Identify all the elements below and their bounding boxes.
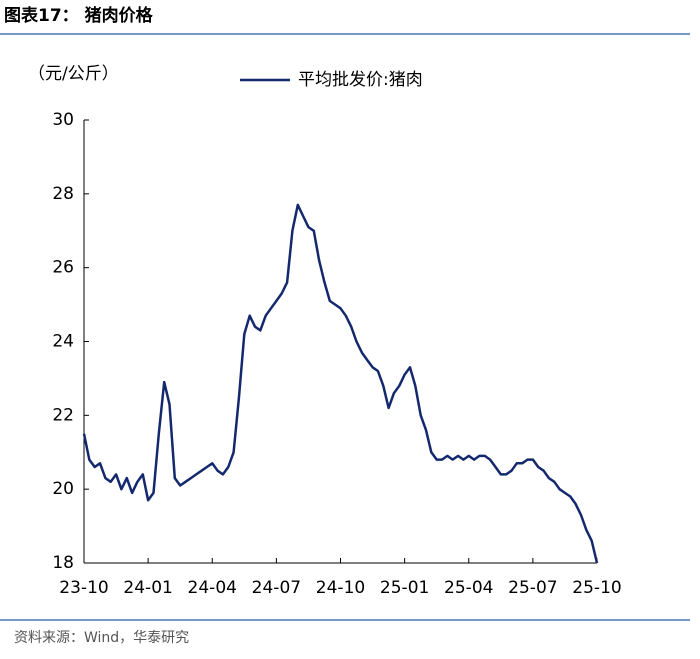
y-tick-label: 26 [52, 258, 74, 278]
x-tick-label: 25-01 [380, 578, 429, 598]
source: 资料来源：Wind，华泰研究 [14, 630, 189, 646]
series-line [82, 203, 599, 564]
legend-label: 平均批发价:猪肉 [298, 70, 423, 90]
x-tick-label: 25-10 [572, 578, 621, 598]
x-tick-label: 24-04 [188, 578, 237, 598]
x-tick-label: 25-04 [444, 578, 493, 598]
x-tick-label: 25-07 [508, 578, 557, 598]
y-tick-label: 28 [52, 184, 74, 204]
x-tick-label: 24-10 [316, 578, 365, 598]
page-title: 图表17： 猪肉价格 [4, 5, 154, 26]
y-tick-label: 30 [52, 110, 74, 130]
x-tick-label: 24-07 [252, 578, 301, 598]
y-tick-label: 22 [52, 405, 74, 425]
y-tick-label: 20 [52, 479, 74, 499]
y-tick-label: 24 [52, 332, 74, 352]
x-tick-label: 23-10 [59, 578, 108, 598]
y-tick-label: 18 [52, 553, 74, 573]
y-axis-label: （元/公斤） [28, 64, 119, 84]
x-tick-label: 24-01 [123, 578, 172, 598]
